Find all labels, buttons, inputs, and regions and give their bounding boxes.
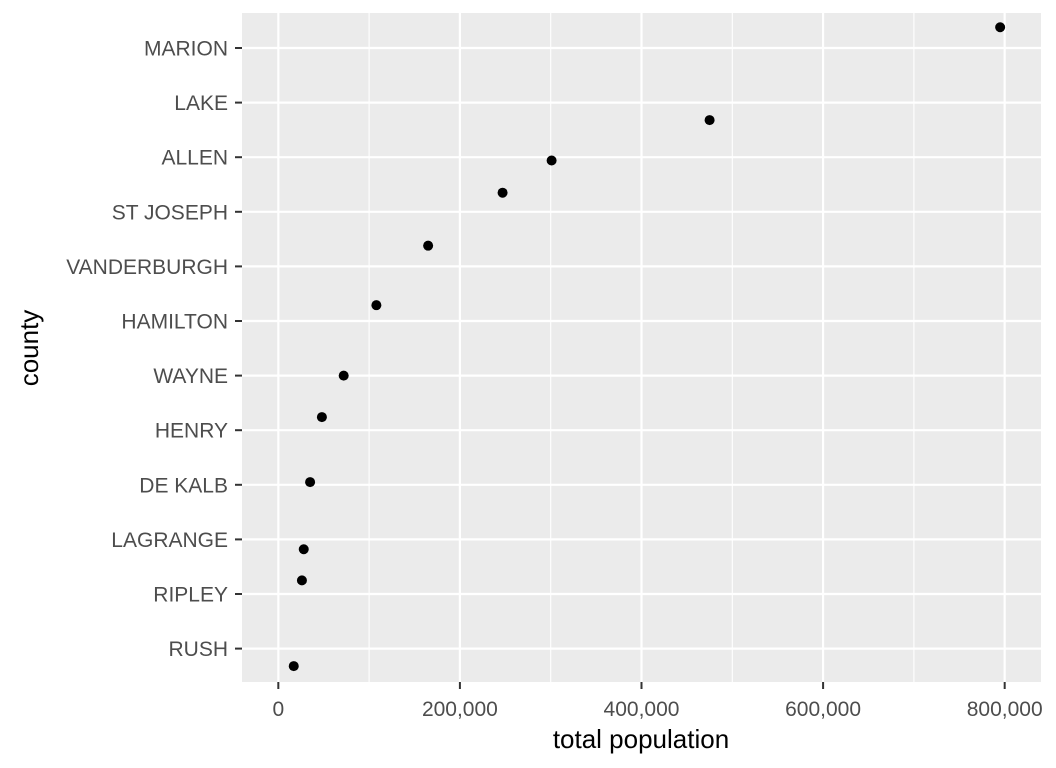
- y-tick-label: ALLEN: [161, 147, 228, 170]
- data-point: [995, 22, 1006, 33]
- x-tick-label: 200,000: [422, 698, 498, 721]
- y-tick-label: RIPLEY: [153, 584, 228, 607]
- major-gridlines: [242, 13, 1041, 682]
- y-tick-label: MARION: [144, 38, 228, 61]
- y-axis-title: county: [14, 310, 44, 387]
- x-axis-title: total population: [553, 724, 729, 754]
- y-axis: MARION LAKE ALLEN ST JOSEPH VANDERBURGH HAMIL…: [66, 38, 242, 661]
- data-point: [371, 300, 382, 311]
- data-point: [338, 370, 349, 381]
- y-tick-label: WAYNE: [153, 365, 228, 388]
- y-tick-label: DE KALB: [139, 474, 228, 497]
- data-point: [305, 477, 316, 488]
- data-point: [288, 661, 299, 672]
- x-axis: 0 200,000 400,000 600,000 800,000: [272, 682, 1043, 721]
- data-point: [316, 412, 327, 423]
- minor-gridlines: [368, 13, 915, 682]
- data-point: [296, 575, 307, 586]
- data-point: [704, 115, 715, 126]
- y-tick-label: HAMILTON: [121, 311, 228, 334]
- data-points: [288, 22, 1006, 672]
- x-tick-label: 600,000: [785, 698, 861, 721]
- y-tick-label: ST JOSEPH: [112, 201, 228, 224]
- data-point: [546, 155, 557, 166]
- data-point: [298, 544, 309, 555]
- y-tick-label: HENRY: [155, 420, 228, 443]
- x-tick-label: 400,000: [604, 698, 680, 721]
- y-tick-label: LAGRANGE: [111, 529, 228, 552]
- y-tick-label: VANDERBURGH: [66, 256, 228, 279]
- y-tick-label: LAKE: [174, 92, 228, 115]
- data-point: [423, 240, 434, 251]
- x-tick-label: 800,000: [967, 698, 1043, 721]
- data-point: [497, 187, 508, 198]
- x-tick-label: 0: [272, 698, 284, 721]
- y-tick-label: RUSH: [168, 638, 228, 661]
